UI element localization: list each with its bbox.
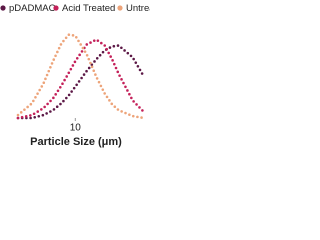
- legend-marker: [117, 5, 123, 11]
- series-line: [16, 44, 146, 120]
- series-line: [16, 33, 146, 120]
- legend-marker: [0, 5, 6, 11]
- legend-label: Acid Treated: [62, 3, 115, 14]
- series-line: [16, 38, 146, 120]
- x-tick-label: 10: [70, 123, 82, 134]
- legend-label: Untreated: [126, 3, 150, 14]
- x-axis-label: Particle Size (μm): [30, 136, 122, 148]
- legend-label: pDADMAC: [9, 3, 56, 14]
- chart: Particle Size (μm) 10 pDADMAC Acid Treated…: [0, 3, 150, 148]
- legend-marker: [53, 5, 59, 11]
